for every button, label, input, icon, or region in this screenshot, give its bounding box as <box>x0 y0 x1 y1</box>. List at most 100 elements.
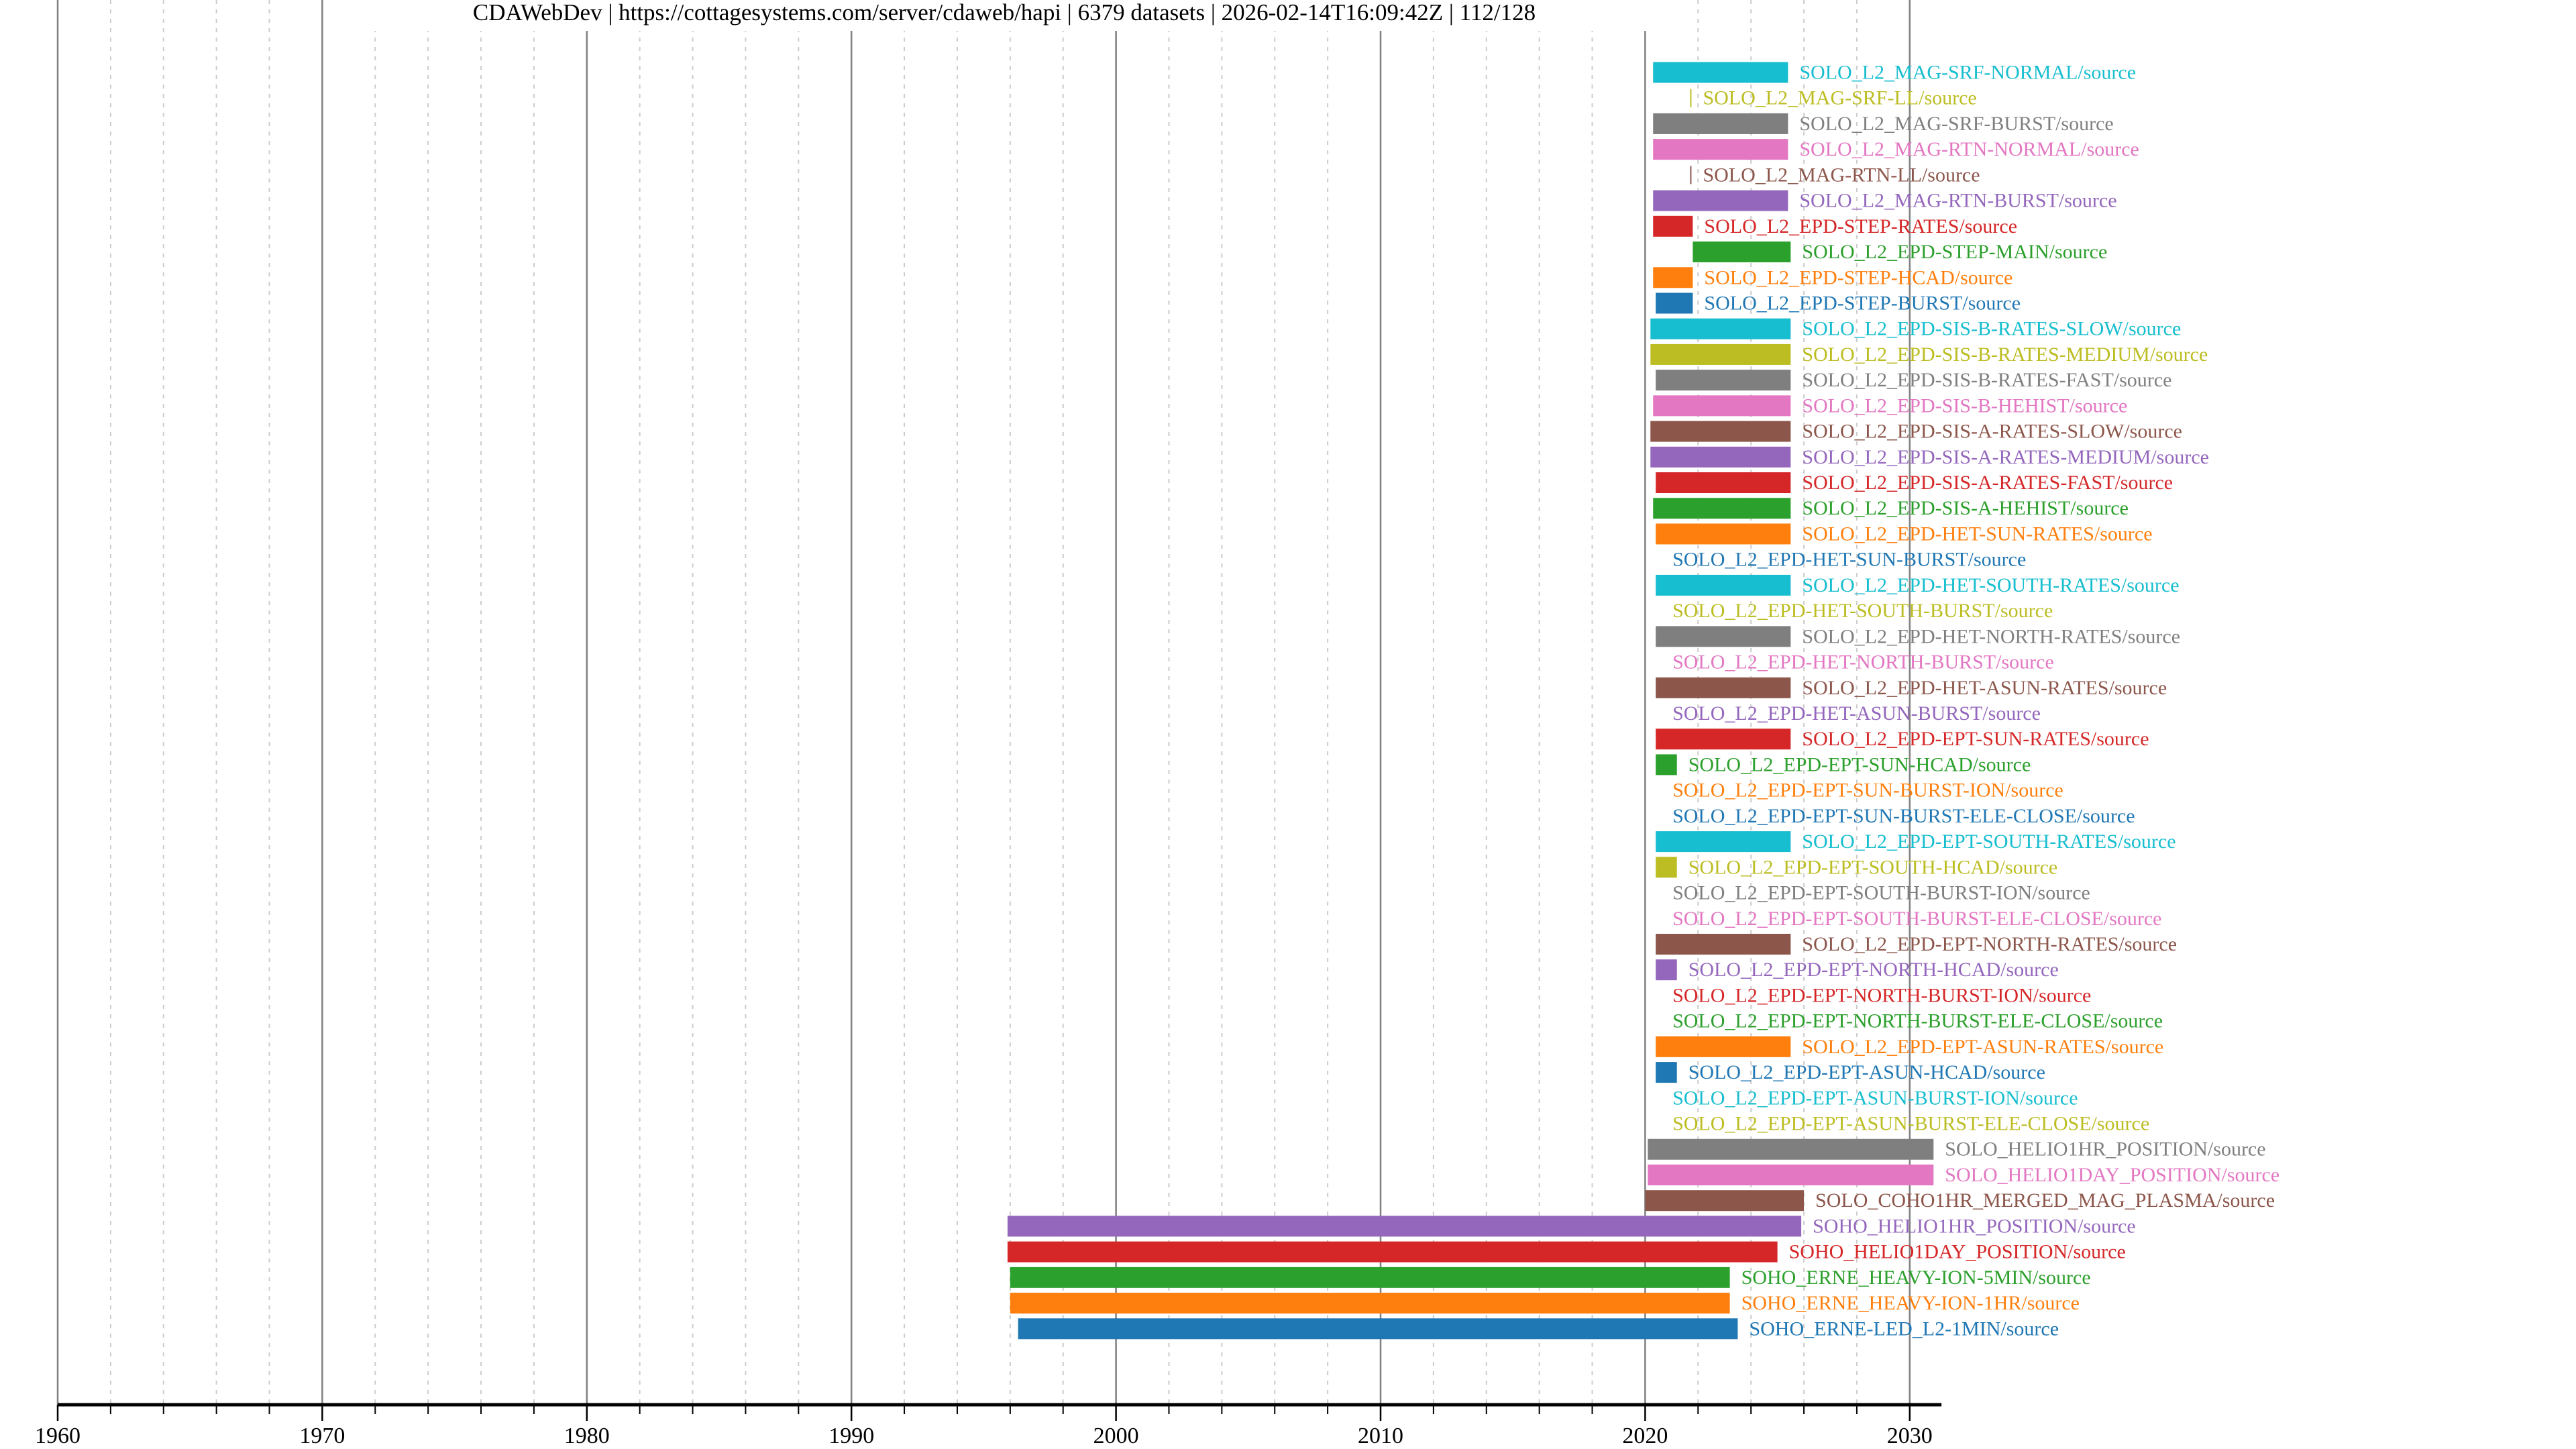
x-tick-label: 1990 <box>828 1424 874 1448</box>
dataset-label: SOLO_L2_EPD-EPT-NORTH-BURST-ELE-CLOSE/so… <box>1672 1010 2163 1032</box>
dataset-label: SOLO_L2_EPD-EPT-ASUN-RATES/source <box>1802 1036 2163 1058</box>
dataset-label: SOLO_L2_EPD-EPT-ASUN-BURST-ELE-CLOSE/sou… <box>1672 1113 2149 1135</box>
dataset-label: SOLO_L2_EPD-SIS-B-RATES-FAST/source <box>1802 369 2171 391</box>
timeline-bar <box>1648 1138 1934 1160</box>
dataset-label: SOLO_L2_EPD-EPT-SOUTH-BURST-ION/source <box>1672 882 2090 904</box>
dataset-label: SOLO_L2_EPD-EPT-SUN-BURST-ELE-CLOSE/sour… <box>1672 805 2135 827</box>
timeline-bar <box>1656 729 1791 750</box>
dataset-label: SOLO_L2_MAG-RTN-LL/source <box>1703 164 1980 186</box>
dataset-label: SOLO_L2_EPD-EPT-SOUTH-RATES/source <box>1802 830 2176 853</box>
x-tick-label: 2000 <box>1093 1424 1139 1448</box>
dataset-label: SOLO_L2_MAG-RTN-BURST/source <box>1799 190 2116 212</box>
timeline-bar <box>1007 1216 1802 1237</box>
dataset-label: SOLO_L2_EPD-EPT-NORTH-BURST-ION/source <box>1672 984 2091 1006</box>
dataset-label: SOLO_L2_EPD-HET-ASUN-RATES/source <box>1802 677 2167 699</box>
timeline-bar <box>1653 395 1791 417</box>
timeline-bar <box>1650 446 1791 468</box>
dataset-label: SOLO_L2_EPD-STEP-RATES/source <box>1704 215 2017 237</box>
timeline-bar <box>1010 1293 1730 1314</box>
dataset-label: SOLO_L2_EPD-EPT-NORTH-HCAD/source <box>1688 959 2059 981</box>
timeline-bar <box>1653 190 1788 211</box>
dataset-label: SOHO_ERNE-LED_L2-1MIN/source <box>1749 1318 2059 1340</box>
timeline-bar <box>1656 754 1677 775</box>
dataset-label: SOLO_L2_MAG-SRF-BURST/source <box>1799 113 2113 135</box>
dataset-label: SOHO_HELIO1DAY_POSITION/source <box>1789 1241 2126 1263</box>
dataset-label: SOHO_HELIO1HR_POSITION/source <box>1813 1215 2136 1237</box>
timeline-bar <box>1656 292 1693 314</box>
timeline-bar <box>1010 1267 1730 1288</box>
timeline-bar <box>1653 113 1788 134</box>
timeline-bar <box>1656 933 1791 955</box>
dataset-label: SOLO_COHO1HR_MERGED_MAG_PLASMA/source <box>1815 1189 2275 1212</box>
timeline-bar <box>1650 421 1791 442</box>
timeline-bar <box>1656 677 1791 698</box>
timeline-bar <box>1650 318 1791 339</box>
timeline-bar <box>1650 343 1791 365</box>
dataset-label: SOLO_L2_EPD-HET-SOUTH-BURST/source <box>1672 600 2053 622</box>
dataset-label: SOHO_ERNE_HEAVY-ION-5MIN/source <box>1741 1267 2091 1289</box>
dataset-label: SOLO_HELIO1HR_POSITION/source <box>1945 1138 2265 1161</box>
timeline-bar <box>1656 626 1791 647</box>
dataset-label: SOLO_L2_MAG-SRF-LL/source <box>1703 87 1976 109</box>
dataset-label: SOLO_L2_EPD-SIS-A-RATES-SLOW/source <box>1802 421 2182 443</box>
x-tick-label: 2020 <box>1622 1424 1668 1448</box>
timeline-bar <box>1656 523 1791 545</box>
timeline-bar <box>1693 241 1791 263</box>
timeline-bar <box>1656 959 1677 981</box>
grid <box>56 0 1911 1405</box>
dataset-label: SOLO_L2_EPD-STEP-HCAD/source <box>1704 266 2012 288</box>
timeline-bar <box>1007 1241 1778 1263</box>
timeline-bar <box>1656 574 1791 596</box>
dataset-label: SOLO_L2_EPD-EPT-SUN-HCAD/source <box>1688 753 2031 775</box>
dataset-label: SOLO_L2_MAG-SRF-NORMAL/source <box>1799 62 2136 84</box>
dataset-label: SOLO_L2_EPD-SIS-B-RATES-MEDIUM/source <box>1802 343 2208 366</box>
timeline-bar <box>1656 472 1791 494</box>
timeline-bar <box>1653 139 1788 160</box>
timeline-bar <box>1648 1164 1934 1185</box>
dataset-label: SOLO_L2_EPD-SIS-A-RATES-FAST/source <box>1802 472 2173 494</box>
timeline-bar <box>1653 267 1693 288</box>
dataset-label: SOLO_L2_EPD-EPT-SUN-RATES/source <box>1802 728 2149 750</box>
timeline-bar <box>1690 89 1692 107</box>
x-tick-label: 2030 <box>1887 1424 1933 1448</box>
dataset-label: SOLO_L2_EPD-SIS-B-HEHIST/source <box>1802 394 2127 417</box>
dataset-label: SOLO_L2_EPD-SIS-A-RATES-MEDIUM/source <box>1802 446 2209 468</box>
x-axis: 1960 1970 1980 1990 2000 2010 2020 2030 <box>35 1403 1942 1448</box>
timeline-bar <box>1656 1036 1791 1057</box>
timeline-bar <box>1653 215 1693 237</box>
dataset-label: SOLO_L2_EPD-HET-ASUN-BURST/source <box>1672 702 2041 724</box>
dataset-label: SOLO_L2_EPD-EPT-SUN-BURST-ION/source <box>1672 780 2063 802</box>
dataset-label: SOLO_L2_EPD-HET-SUN-RATES/source <box>1802 523 2152 545</box>
dataset-label: SOLO_L2_EPD-HET-SUN-BURST/source <box>1672 549 2026 571</box>
timeline-bar <box>1018 1318 1738 1340</box>
timeline-bar <box>1656 370 1791 391</box>
chart-title: CDAWebDev | https://cottagesystems.com/s… <box>473 0 1536 25</box>
dataset-label: SOLO_L2_EPD-EPT-SOUTH-HCAD/source <box>1688 856 2058 878</box>
dataset-label: SOLO_L2_EPD-STEP-MAIN/source <box>1802 241 2107 263</box>
x-tick-label: 1960 <box>35 1424 80 1448</box>
dataset-label: SOLO_L2_EPD-EPT-ASUN-BURST-ION/source <box>1672 1087 2078 1109</box>
timeline-bar <box>1656 1062 1677 1083</box>
dataset-label: SOLO_HELIO1DAY_POSITION/source <box>1945 1164 2279 1186</box>
dataset-label: SOHO_ERNE_HEAVY-ION-1HR/source <box>1741 1292 2080 1314</box>
timeline-bar <box>1653 498 1791 519</box>
timeline-bar <box>1645 1190 1805 1212</box>
dataset-label: SOLO_L2_EPD-HET-NORTH-BURST/source <box>1672 651 2054 674</box>
x-tick-label: 1970 <box>299 1424 345 1448</box>
dataset-label: SOLO_L2_EPD-HET-SOUTH-RATES/source <box>1802 574 2179 596</box>
timeline-bar <box>1656 831 1791 853</box>
dataset-label: SOLO_L2_EPD-SIS-A-HEHIST/source <box>1802 497 2129 519</box>
dataset-label: SOLO_L2_EPD-EPT-SOUTH-BURST-ELE-CLOSE/so… <box>1672 908 2161 930</box>
bars: SOLO_L2_MAG-SRF-NORMAL/source SOLO_L2_MAG… <box>1007 62 2279 1340</box>
title-background <box>356 0 1697 31</box>
dataset-label: SOLO_L2_EPD-EPT-NORTH-RATES/source <box>1802 933 2177 955</box>
x-tick-label: 1980 <box>564 1424 610 1448</box>
timeline-bar <box>1653 62 1788 83</box>
dataset-label: SOLO_L2_EPD-HET-NORTH-RATES/source <box>1802 625 2180 647</box>
dataset-label: SOLO_L2_EPD-STEP-BURST/source <box>1704 292 2021 314</box>
dataset-label: SOLO_L2_EPD-SIS-B-RATES-SLOW/source <box>1802 318 2181 340</box>
timeline-bar <box>1690 166 1692 184</box>
x-tick-label: 2010 <box>1358 1424 1403 1448</box>
dataset-label: SOLO_L2_EPD-EPT-ASUN-HCAD/source <box>1688 1061 2045 1083</box>
